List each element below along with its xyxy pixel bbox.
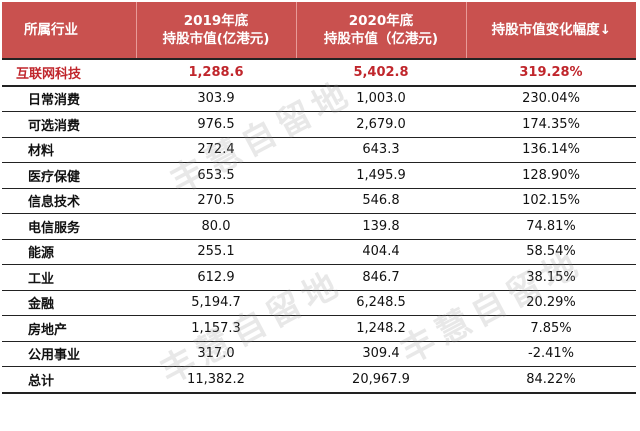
cell-2020-value: 643.3 [296, 137, 466, 163]
cell-industry: 可选消费 [2, 111, 136, 138]
table-row: 电信服务 80.0 139.8 74.81% [2, 213, 636, 240]
cell-change: 38.15% [466, 264, 636, 291]
cell-change: 319.28% [466, 58, 636, 87]
industry-holdings-table: 所属行业 2019年底 持股市值(亿港元) 2020年底 持股市值（亿港元) 持股市… [2, 2, 636, 394]
cell-2020-value: 1,495.9 [296, 162, 466, 189]
cell-industry: 医疗保健 [2, 162, 136, 189]
cell-2019-value: 1,157.3 [136, 315, 296, 342]
cell-2019-value: 653.5 [136, 162, 296, 189]
cell-2020-value: 139.8 [296, 213, 466, 240]
table-row: 材料 272.4 643.3 136.14% [2, 137, 636, 163]
table-row: 日常消费 303.9 1,003.0 230.04% [2, 85, 636, 112]
table-row: 医疗保健 653.5 1,495.9 128.90% [2, 162, 636, 189]
cell-2020-value: 20,967.9 [296, 366, 466, 394]
cell-industry: 材料 [2, 137, 136, 163]
cell-2020-value: 846.7 [296, 264, 466, 291]
table-row: 互联网科技 1,288.6 5,402.8 319.28% [2, 58, 636, 87]
cell-2019-value: 976.5 [136, 111, 296, 138]
cell-industry: 金融 [2, 290, 136, 316]
cell-2019-value: 612.9 [136, 264, 296, 291]
header-2019-value: 2019年底 持股市值(亿港元) [136, 2, 297, 59]
table-row: 信息技术 270.5 546.8 102.15% [2, 188, 636, 214]
cell-2020-value: 1,003.0 [296, 85, 466, 112]
table-header: 所属行业 2019年底 持股市值(亿港元) 2020年底 持股市值（亿港元) 持股市… [2, 2, 636, 59]
cell-2019-value: 80.0 [136, 213, 296, 240]
cell-industry: 日常消费 [2, 85, 136, 112]
cell-2019-value: 5,194.7 [136, 290, 296, 316]
cell-change: 230.04% [466, 85, 636, 112]
header-2020-value: 2020年底 持股市值（亿港元) [296, 2, 467, 59]
header-industry: 所属行业 [2, 2, 137, 59]
cell-2020-value: 404.4 [296, 239, 466, 265]
cell-2020-value: 6,248.5 [296, 290, 466, 316]
cell-change: 20.29% [466, 290, 636, 316]
cell-change: 7.85% [466, 315, 636, 342]
cell-industry: 房地产 [2, 315, 136, 342]
cell-industry: 总计 [2, 366, 136, 394]
cell-change: 58.54% [466, 239, 636, 265]
cell-change: -2.41% [466, 341, 636, 367]
cell-2020-value: 309.4 [296, 341, 466, 367]
cell-2020-value: 1,248.2 [296, 315, 466, 342]
cell-change: 74.81% [466, 213, 636, 240]
cell-2020-value: 2,679.0 [296, 111, 466, 138]
cell-2019-value: 1,288.6 [136, 58, 296, 87]
table-row: 可选消费 976.5 2,679.0 174.35% [2, 111, 636, 138]
cell-change: 136.14% [466, 137, 636, 163]
cell-2019-value: 270.5 [136, 188, 296, 214]
cell-2020-value: 5,402.8 [296, 58, 466, 87]
cell-industry: 电信服务 [2, 213, 136, 240]
table-row: 房地产 1,157.3 1,248.2 7.85% [2, 315, 636, 342]
cell-industry: 信息技术 [2, 188, 136, 214]
cell-2020-value: 546.8 [296, 188, 466, 214]
header-change: 持股市值变化幅度↓ [466, 2, 636, 59]
cell-2019-value: 11,382.2 [136, 366, 296, 394]
cell-industry: 互联网科技 [2, 58, 136, 87]
table-container: 所属行业 2019年底 持股市值(亿港元) 2020年底 持股市值（亿港元) 持股市… [2, 2, 636, 394]
table-row: 公用事业 317.0 309.4 -2.41% [2, 341, 636, 367]
cell-industry: 工业 [2, 264, 136, 291]
table-body: 互联网科技 1,288.6 5,402.8 319.28% 日常消费 303.9 1,003… [2, 58, 636, 394]
cell-industry: 公用事业 [2, 341, 136, 367]
cell-change: 102.15% [466, 188, 636, 214]
table-row: 能源 255.1 404.4 58.54% [2, 239, 636, 265]
cell-2019-value: 303.9 [136, 85, 296, 112]
cell-2019-value: 317.0 [136, 341, 296, 367]
cell-2019-value: 255.1 [136, 239, 296, 265]
table-row: 工业 612.9 846.7 38.15% [2, 264, 636, 291]
cell-industry: 能源 [2, 239, 136, 265]
cell-change: 174.35% [466, 111, 636, 138]
table-row: 总计 11,382.2 20,967.9 84.22% [2, 366, 636, 394]
cell-change: 84.22% [466, 366, 636, 394]
cell-change: 128.90% [466, 162, 636, 189]
table-row: 金融 5,194.7 6,248.5 20.29% [2, 290, 636, 316]
cell-2019-value: 272.4 [136, 137, 296, 163]
